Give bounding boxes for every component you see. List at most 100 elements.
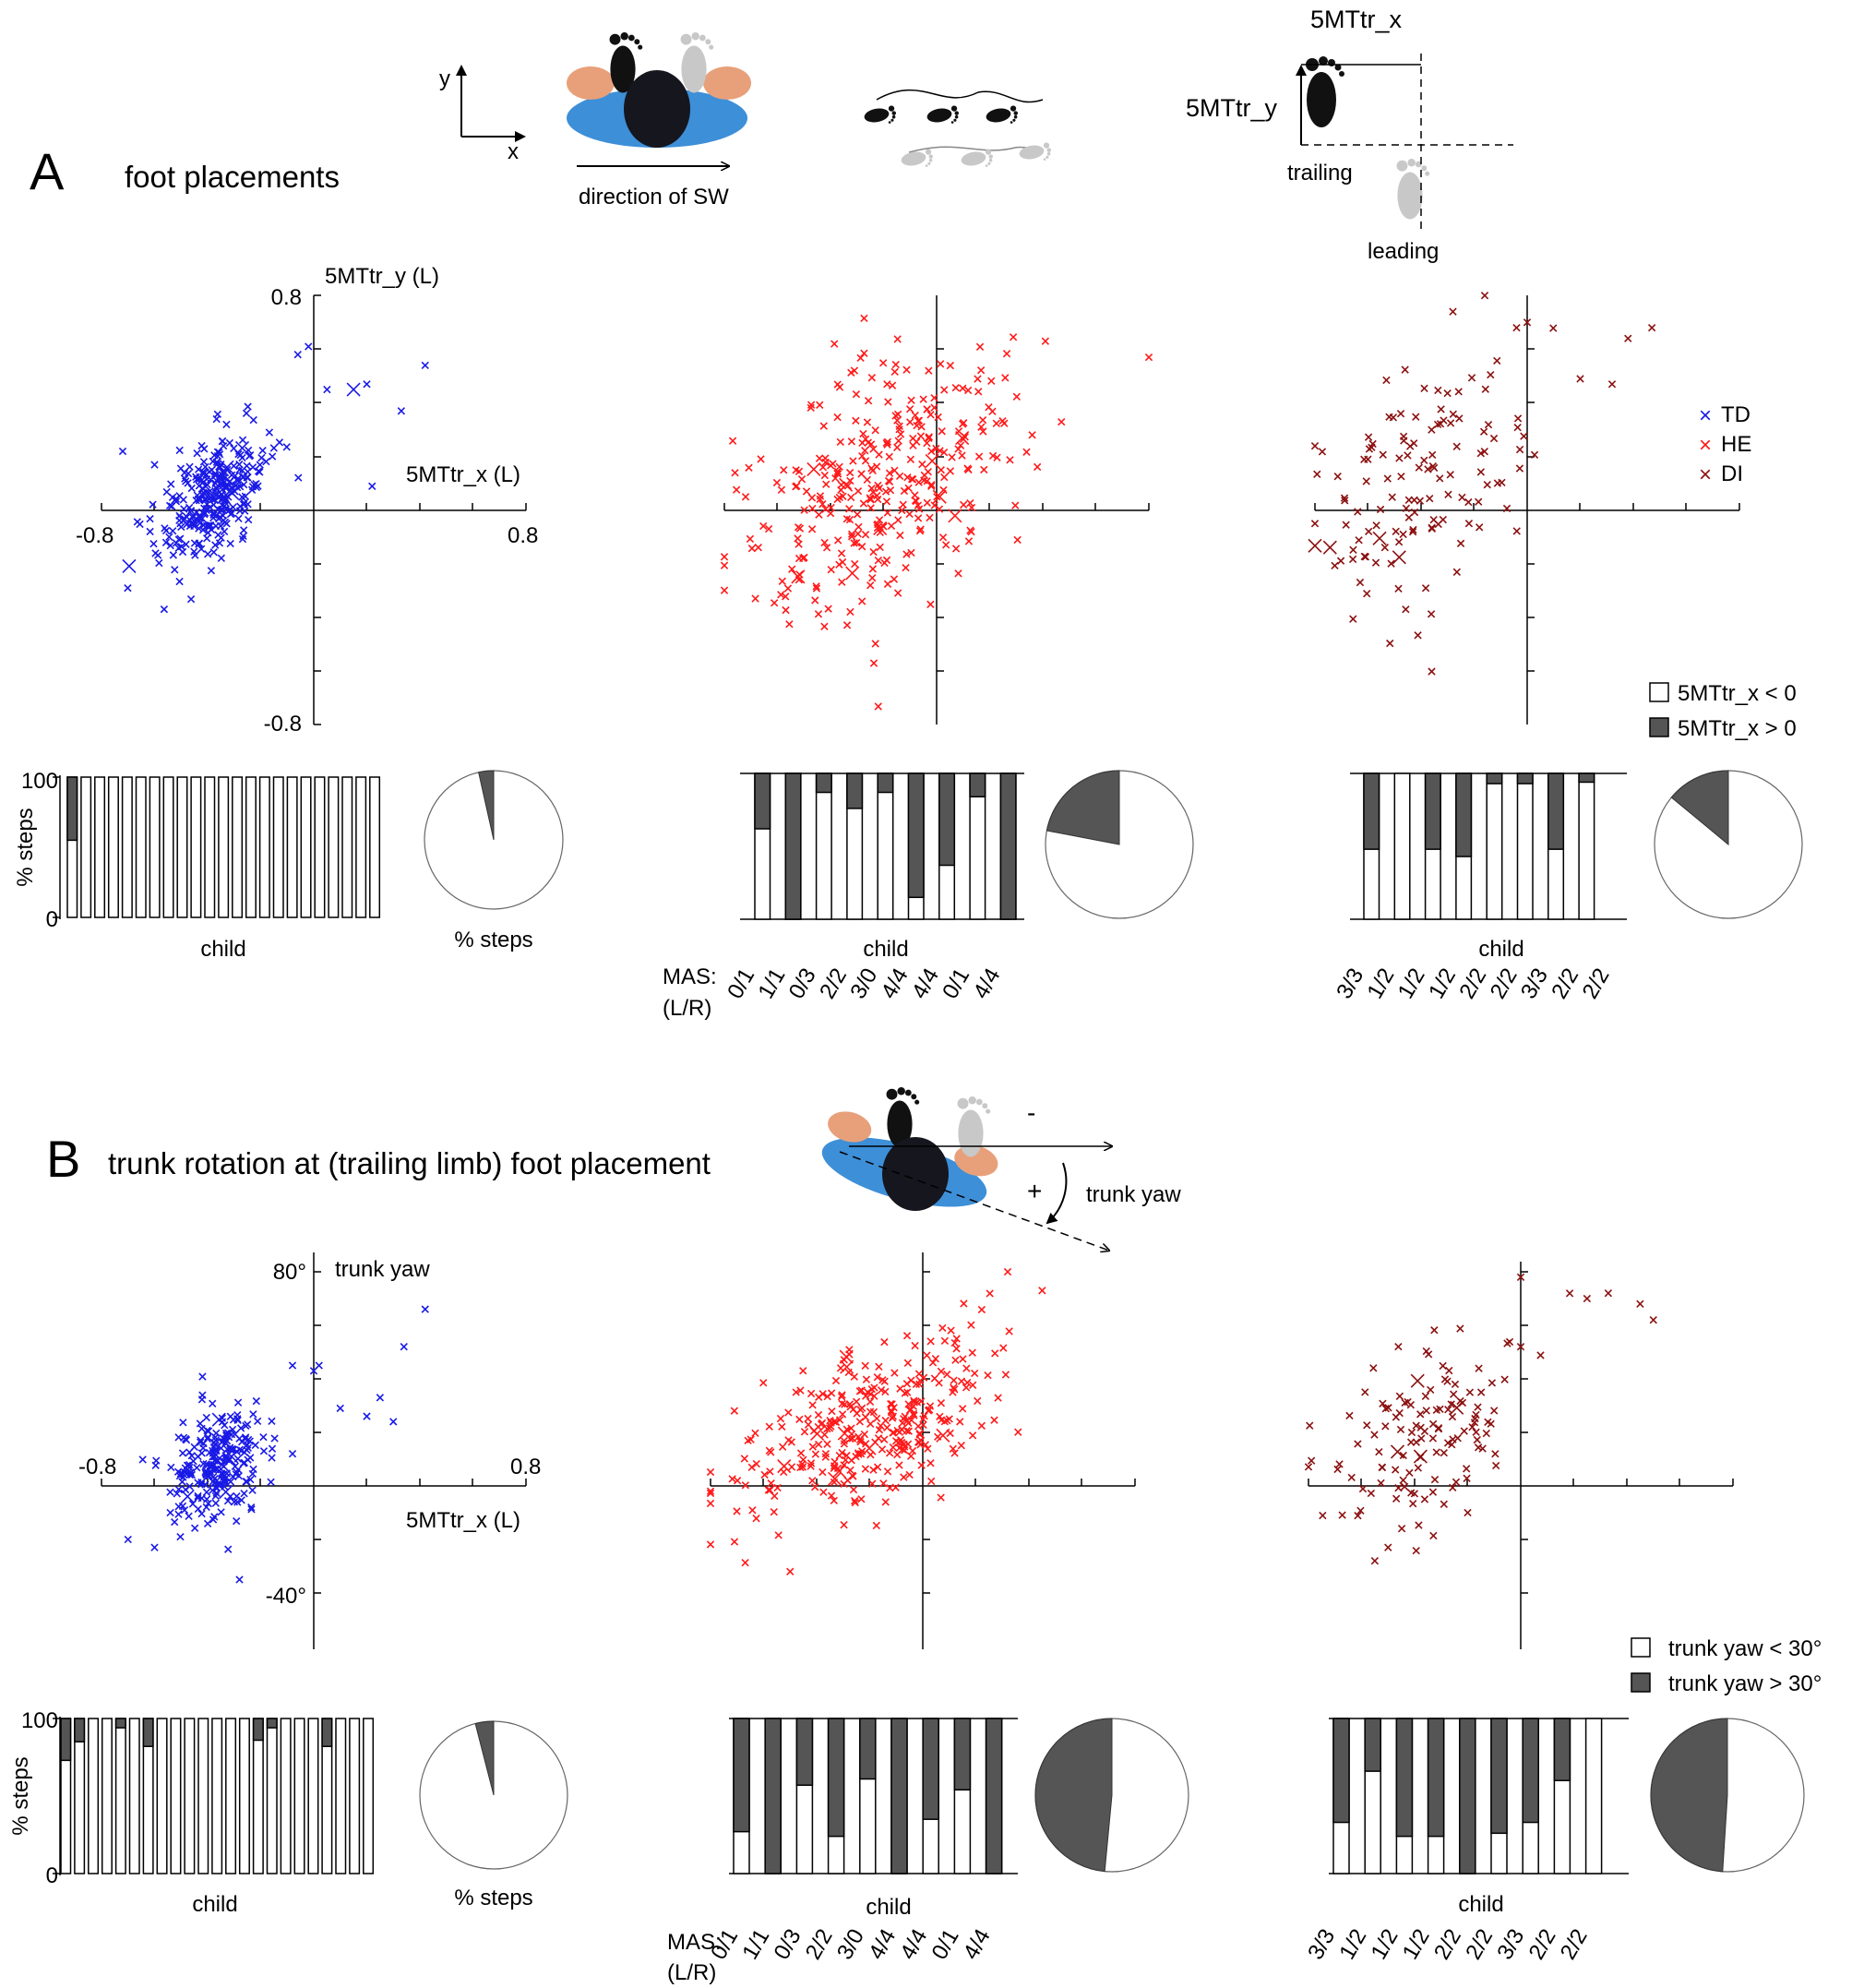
scatter-point xyxy=(1432,1448,1440,1456)
scatter-point xyxy=(814,610,823,618)
scatter-point xyxy=(1392,527,1400,535)
mas-label: 3/0 xyxy=(832,1925,869,1964)
scatter-point xyxy=(246,1475,255,1484)
bar-white-segment xyxy=(314,776,326,918)
mas-label: 4/4 xyxy=(877,964,914,1003)
scatter-point xyxy=(873,1373,882,1382)
scatter-point xyxy=(915,1431,924,1439)
scatter-point xyxy=(1453,1434,1462,1443)
scatter-point xyxy=(951,1356,960,1364)
bar-white-segment xyxy=(121,776,133,918)
scatter-point xyxy=(720,561,729,569)
scatter-point xyxy=(233,1398,243,1407)
scatter-point xyxy=(188,513,197,521)
scatter-point xyxy=(201,495,209,503)
scatter-point xyxy=(1475,497,1483,506)
scatter-point xyxy=(967,503,976,512)
scatter-point xyxy=(839,477,854,492)
scatter-point xyxy=(204,1427,213,1435)
scatter-point xyxy=(866,1407,875,1416)
scatter-point xyxy=(914,1422,923,1431)
scatter-point xyxy=(926,1402,935,1410)
scatter-point xyxy=(796,1449,806,1457)
b-td-ytick-max: 80° xyxy=(273,1260,306,1285)
scatter-point xyxy=(869,1466,878,1474)
scatter-point xyxy=(937,1399,946,1407)
scatter-point xyxy=(246,451,255,460)
scatter-a-di-axes xyxy=(1314,295,1740,725)
scatter-point xyxy=(238,466,246,474)
scatter-point xyxy=(861,457,870,465)
legend-he-marker: × xyxy=(1699,433,1712,458)
scatter-point xyxy=(862,1392,870,1400)
bar-legend-a: 5MTtr_x < 0 5MTtr_x > 0 xyxy=(1649,681,1797,741)
scatter-point xyxy=(808,1477,817,1485)
yaw-label: trunk yaw xyxy=(1086,1182,1181,1207)
scatter-point xyxy=(176,1532,185,1541)
scatter-point xyxy=(833,470,842,478)
bar-grey-segment xyxy=(859,1718,877,1780)
scatter-point xyxy=(751,1429,759,1437)
scatter-point xyxy=(223,1497,233,1505)
scatter-point xyxy=(847,493,855,502)
scatter-point xyxy=(858,543,866,551)
scatter-point xyxy=(1636,1299,1644,1308)
scatter-point xyxy=(1371,558,1380,567)
scatter-point xyxy=(1384,1404,1392,1412)
scatter-point xyxy=(1434,386,1442,395)
scatter-point xyxy=(910,1411,918,1419)
scatter-point xyxy=(234,514,243,523)
scatter-point xyxy=(874,702,882,711)
scatter-point xyxy=(180,1505,189,1515)
scatter-point xyxy=(1384,1543,1392,1551)
scatter-point xyxy=(166,541,174,550)
bar-white-segment xyxy=(258,776,270,918)
scatter-point xyxy=(918,460,926,469)
scatter-point xyxy=(244,467,252,476)
scatter-point xyxy=(874,557,883,565)
scatter-point xyxy=(782,605,790,615)
scatter-point xyxy=(923,477,931,485)
mas-label: 1/1 xyxy=(737,1925,774,1964)
scatter-point xyxy=(1397,473,1405,481)
scatter-point xyxy=(218,437,227,446)
scatter-point xyxy=(797,475,807,484)
scatter-point xyxy=(838,578,846,586)
scatter-point xyxy=(822,544,831,552)
leading-label: leading xyxy=(1368,239,1439,264)
scatter-point xyxy=(1372,531,1387,545)
scatter-point xyxy=(930,403,938,412)
scatter-point xyxy=(887,1407,896,1415)
scatter-point xyxy=(893,1450,902,1459)
legend-di-label: DI xyxy=(1721,461,1743,486)
scatter-point xyxy=(1456,1396,1464,1406)
scatter-point xyxy=(233,475,242,484)
scatter-point xyxy=(233,476,242,485)
scatter-point xyxy=(954,569,962,578)
scatter-point xyxy=(234,1471,243,1480)
scatter-point xyxy=(833,467,842,476)
scatter-point xyxy=(1462,1465,1471,1473)
scatter-point xyxy=(1005,1327,1013,1335)
scatter-point xyxy=(923,498,931,507)
scatter-point xyxy=(889,1429,897,1437)
scatter-point xyxy=(253,1417,262,1426)
scatter-point xyxy=(185,503,194,512)
scatter-point xyxy=(839,1349,854,1364)
scatter-point xyxy=(1456,539,1465,548)
scatter-point xyxy=(199,458,209,466)
yaw-minus-label: - xyxy=(1027,1098,1035,1127)
scatter-point xyxy=(814,1440,823,1449)
scatter-point xyxy=(1405,1468,1414,1477)
scatter-point xyxy=(791,569,806,584)
scatter-point xyxy=(1440,1448,1448,1457)
scatter-point xyxy=(221,1473,231,1482)
scatter-point xyxy=(233,1466,243,1474)
scatter-point xyxy=(854,522,863,532)
scatter-point xyxy=(792,1388,800,1396)
scatter-point xyxy=(1372,521,1380,530)
scatter-point xyxy=(835,1451,843,1460)
bar-white-segment xyxy=(156,1718,168,1874)
mas-label: 2/2 xyxy=(1578,964,1615,1003)
scatter-point xyxy=(986,1289,994,1298)
